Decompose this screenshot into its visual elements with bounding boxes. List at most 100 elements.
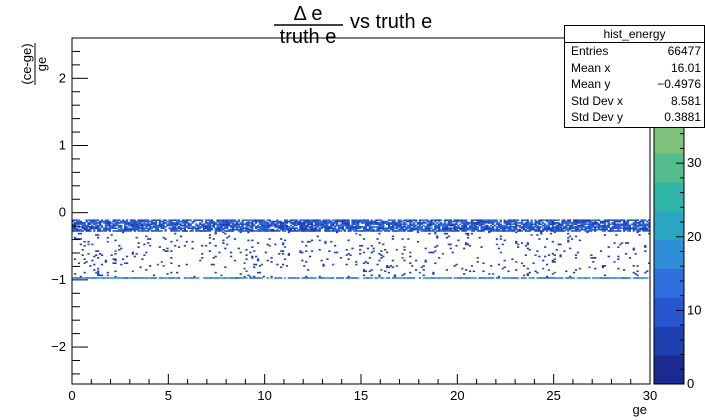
heatmap-bin bbox=[474, 228, 477, 231]
heatmap-bin bbox=[77, 222, 81, 224]
heatmap-bin bbox=[108, 222, 111, 224]
heatmap-bin bbox=[572, 230, 576, 232]
heatmap-bin bbox=[594, 226, 597, 228]
heatmap-bin bbox=[551, 240, 554, 243]
heatmap-bin bbox=[597, 277, 601, 279]
heatmap-bin bbox=[308, 226, 312, 228]
heatmap-bin bbox=[384, 248, 387, 251]
heatmap-bin bbox=[607, 223, 610, 226]
palette-segment bbox=[654, 124, 684, 154]
heatmap-bin bbox=[528, 228, 531, 231]
heatmap-bin bbox=[547, 228, 551, 231]
heatmap-bin bbox=[403, 273, 406, 275]
heatmap-bin bbox=[239, 222, 242, 224]
heatmap-bin bbox=[474, 227, 477, 230]
heatmap-bin bbox=[245, 277, 248, 279]
heatmap-bin bbox=[168, 223, 171, 226]
heatmap-bin bbox=[592, 257, 595, 259]
heatmap-bin bbox=[362, 219, 366, 222]
heatmap-bin bbox=[212, 220, 215, 223]
heatmap-bin bbox=[206, 223, 210, 226]
heatmap-bin bbox=[532, 228, 535, 231]
heatmap-bin bbox=[212, 222, 215, 224]
heatmap-bin bbox=[203, 224, 206, 227]
heatmap-bin bbox=[465, 220, 468, 223]
heatmap-bin bbox=[337, 277, 341, 279]
heatmap-bin bbox=[380, 224, 383, 227]
heatmap-bin bbox=[542, 228, 545, 231]
stats-value: 0.3881 bbox=[664, 110, 701, 124]
heatmap-bin bbox=[623, 277, 626, 279]
heatmap-bin bbox=[545, 219, 549, 222]
heatmap-bin bbox=[218, 228, 221, 231]
heatmap-bin bbox=[619, 223, 622, 226]
heatmap-bin bbox=[603, 223, 606, 226]
heatmap-bin bbox=[351, 227, 354, 230]
heatmap-bin bbox=[274, 230, 277, 232]
heatmap-bin bbox=[609, 227, 612, 230]
heatmap-bin bbox=[623, 222, 626, 224]
heatmap-bin bbox=[97, 224, 100, 227]
heatmap-bin bbox=[409, 227, 412, 230]
heatmap-bin bbox=[617, 223, 620, 226]
heatmap-bin bbox=[158, 222, 161, 224]
heatmap-bin bbox=[536, 277, 539, 279]
heatmap-bin bbox=[187, 223, 190, 226]
heatmap-bin bbox=[347, 226, 350, 228]
heatmap-bin bbox=[268, 219, 271, 222]
heatmap-bin bbox=[378, 230, 381, 232]
heatmap-bin bbox=[143, 228, 146, 231]
heatmap-bin bbox=[370, 228, 373, 231]
heatmap-bin bbox=[551, 227, 554, 230]
heatmap-bin bbox=[480, 277, 483, 279]
heatmap-bin bbox=[411, 219, 414, 222]
heatmap-bin bbox=[644, 230, 647, 232]
heatmap-bin bbox=[368, 230, 371, 232]
heatmap-bin bbox=[393, 274, 396, 277]
heatmap-bin bbox=[434, 262, 437, 265]
heatmap-bin bbox=[613, 226, 616, 228]
heatmap-bin bbox=[195, 223, 198, 226]
heatmap-bin bbox=[607, 219, 610, 222]
heatmap-bin bbox=[584, 228, 587, 231]
heatmap-bin bbox=[75, 220, 79, 223]
heatmap-bin bbox=[538, 227, 541, 230]
heatmap-bin bbox=[183, 226, 186, 228]
heatmap-bin bbox=[266, 227, 269, 230]
heatmap-bin bbox=[158, 219, 161, 222]
heatmap-bin bbox=[260, 223, 264, 226]
heatmap-bin bbox=[131, 228, 134, 231]
heatmap-bin bbox=[204, 277, 208, 279]
heatmap-bin bbox=[179, 228, 183, 231]
heatmap-bin bbox=[193, 277, 196, 279]
heatmap-bin bbox=[349, 227, 352, 230]
heatmap-bin bbox=[549, 230, 553, 232]
heatmap-bin bbox=[208, 234, 212, 236]
heatmap-bin bbox=[256, 271, 260, 274]
heatmap-bin bbox=[522, 265, 526, 267]
heatmap-bin bbox=[293, 223, 296, 226]
heatmap-bin bbox=[247, 230, 250, 232]
heatmap-bin bbox=[95, 271, 98, 274]
heatmap-bin bbox=[122, 220, 125, 223]
heatmap-bin bbox=[316, 222, 319, 224]
heatmap-bin bbox=[509, 277, 512, 279]
heatmap-bin bbox=[97, 219, 100, 222]
heatmap-bin bbox=[301, 259, 304, 262]
heatmap-bin bbox=[636, 277, 639, 279]
heatmap-bin bbox=[613, 242, 616, 244]
heatmap-bin bbox=[335, 224, 339, 227]
heatmap-bin bbox=[395, 265, 398, 267]
heatmap-bin bbox=[174, 228, 177, 231]
heatmap-bin bbox=[397, 228, 400, 231]
heatmap-bin bbox=[413, 224, 416, 227]
heatmap-bin bbox=[476, 227, 479, 230]
heatmap-bin bbox=[160, 223, 163, 226]
heatmap-bin bbox=[216, 227, 219, 230]
heatmap-bin bbox=[551, 220, 554, 223]
heatmap-bin bbox=[237, 219, 240, 222]
heatmap-bin bbox=[397, 222, 400, 224]
heatmap-bin bbox=[237, 220, 240, 223]
stats-row: Entries 66477 bbox=[565, 43, 704, 60]
heatmap-bin bbox=[380, 250, 383, 252]
